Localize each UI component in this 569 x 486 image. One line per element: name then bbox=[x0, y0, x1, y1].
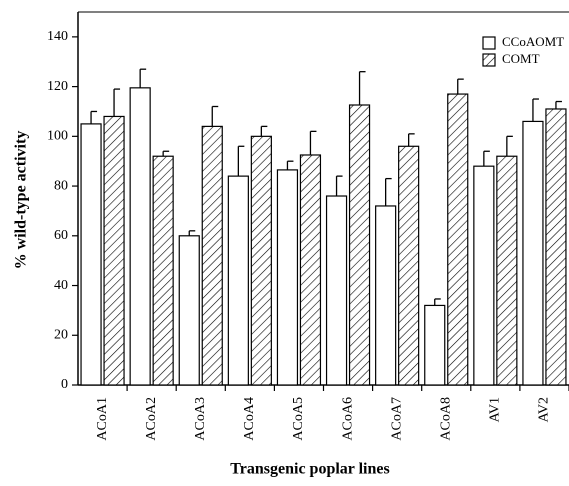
y-axis-label: % wild-type activity bbox=[13, 131, 30, 270]
y-tick-label: 80 bbox=[54, 178, 68, 193]
y-tick-label: 20 bbox=[54, 327, 68, 342]
bar bbox=[398, 145, 420, 386]
y-tick-label: 100 bbox=[47, 129, 68, 144]
bar bbox=[424, 304, 446, 386]
x-axis-label: Transgenic poplar lines bbox=[230, 461, 389, 478]
x-tick-label: AV2 bbox=[537, 397, 552, 422]
bar bbox=[447, 93, 469, 386]
bar bbox=[545, 108, 567, 386]
x-tick-label: ACoA1 bbox=[95, 397, 110, 441]
bar bbox=[522, 120, 544, 386]
legend-swatch bbox=[482, 36, 496, 50]
bar bbox=[103, 115, 125, 386]
y-tick-label: 140 bbox=[47, 29, 68, 44]
legend-swatch bbox=[482, 53, 496, 67]
x-tick-label: ACoA2 bbox=[144, 397, 159, 441]
bar bbox=[299, 154, 322, 386]
x-tick-label: AV1 bbox=[488, 397, 503, 422]
x-tick-label: ACoA8 bbox=[438, 397, 453, 441]
bar bbox=[348, 104, 371, 386]
legend-label: COMT bbox=[502, 51, 540, 66]
y-tick-label: 120 bbox=[47, 79, 68, 94]
x-tick-label: ACoA6 bbox=[340, 397, 355, 441]
bar bbox=[496, 155, 518, 386]
y-tick-label: 60 bbox=[54, 228, 68, 243]
bar bbox=[152, 155, 174, 386]
bar bbox=[375, 205, 397, 386]
legend-label: CCoAOMT bbox=[502, 34, 564, 49]
y-tick-label: 40 bbox=[54, 278, 68, 293]
bar bbox=[178, 235, 200, 386]
bar bbox=[80, 123, 102, 386]
bar bbox=[227, 175, 249, 386]
y-tick-label: 0 bbox=[61, 377, 68, 392]
bar bbox=[473, 165, 495, 386]
bar bbox=[325, 195, 348, 386]
bar bbox=[276, 169, 299, 386]
x-tick-label: ACoA5 bbox=[291, 397, 306, 441]
bar bbox=[201, 125, 223, 386]
bar bbox=[129, 87, 151, 386]
x-tick-label: ACoA4 bbox=[242, 397, 257, 441]
x-tick-label: ACoA3 bbox=[193, 397, 208, 441]
bar bbox=[250, 135, 272, 386]
x-tick-label: ACoA7 bbox=[389, 397, 404, 441]
